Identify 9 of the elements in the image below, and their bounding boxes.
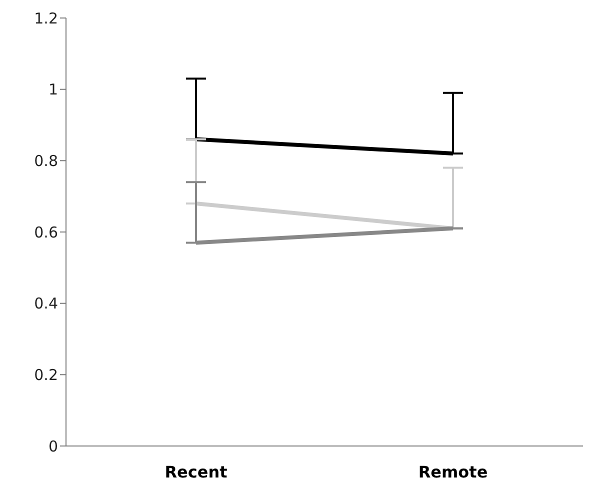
y-tick-label: 0 [48, 437, 58, 456]
y-tick-label: 0.2 [34, 366, 58, 384]
y-tick-label: 0.6 [34, 223, 58, 242]
y-tick-label: 0.8 [34, 152, 58, 170]
y-tick-label: 0.4 [34, 294, 58, 313]
x-tick-label: Recent [164, 462, 228, 482]
x-tick-label: Remote [418, 462, 488, 482]
y-tick-label: 1.2 [34, 9, 58, 28]
y-tick-label: 1 [48, 80, 58, 99]
